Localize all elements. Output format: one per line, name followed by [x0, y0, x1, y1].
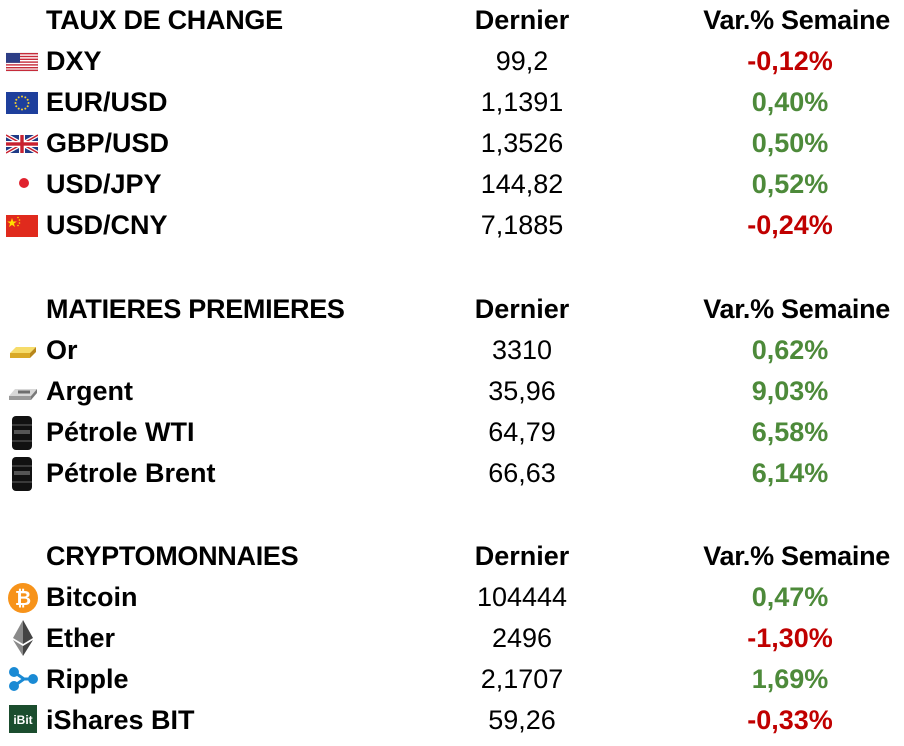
silver-bar-icon — [6, 378, 38, 406]
row-var: 0,47% — [751, 582, 829, 612]
row-last: 35,96 — [488, 376, 556, 406]
section-title: MATIERES PREMIERES — [46, 294, 345, 324]
row-name: Argent — [46, 376, 133, 406]
row-name: EUR/USD — [46, 87, 168, 117]
row-last: 7,1885 — [480, 210, 564, 240]
row-last: 99,2 — [495, 46, 549, 76]
table-row: Ripple 2,1707 1,69% — [0, 659, 904, 700]
oil-barrel-icon — [6, 414, 38, 452]
row-var: 6,58% — [751, 417, 829, 447]
row-name: Pétrole WTI — [46, 417, 195, 447]
oil-barrel-icon — [6, 455, 38, 493]
row-last: 3310 — [491, 335, 553, 365]
row-last: 1,1391 — [480, 87, 564, 117]
row-last: 1,3526 — [480, 128, 564, 158]
bitcoin-icon: ₿ — [6, 581, 38, 615]
table-row: ₿ Bitcoin 104444 0,47% — [0, 577, 904, 618]
column-header-last: Dernier — [474, 5, 570, 35]
table-row: GBP/USD 1,3526 0,50% — [0, 123, 904, 164]
header-row: MATIERES PREMIERES Dernier Var.% Semaine — [0, 289, 904, 330]
flag-jp-icon — [6, 171, 38, 199]
ripple-icon — [6, 662, 38, 696]
column-header-last: Dernier — [474, 541, 570, 571]
table-row: Ether 2496 -1,30% — [0, 618, 904, 659]
column-header-var: Var.% Semaine — [703, 541, 890, 571]
flag-eu-icon — [6, 89, 38, 117]
table-row: EUR/USD 1,1391 0,40% — [0, 82, 904, 123]
row-var: 0,50% — [751, 128, 829, 158]
table-row: Pétrole Brent 66,63 6,14% — [0, 453, 904, 494]
svg-text:₿: ₿ — [15, 586, 31, 610]
table-row: USD/CNY 7,1885 -0,24% — [0, 205, 904, 246]
row-name: Ether — [46, 623, 116, 653]
table-row: Argent 35,96 9,03% — [0, 371, 904, 412]
row-name: USD/JPY — [46, 169, 162, 199]
section-commodities: MATIERES PREMIERES Dernier Var.% Semaine… — [0, 289, 904, 494]
row-var: 0,40% — [751, 87, 829, 117]
table-row: DXY 99,2 -0,12% — [0, 41, 904, 82]
flag-uk-icon — [6, 130, 38, 158]
row-last: 144,82 — [480, 169, 564, 199]
row-var: 0,52% — [751, 169, 829, 199]
header-row: CRYPTOMONNAIES Dernier Var.% Semaine — [0, 536, 904, 577]
row-var: 1,69% — [751, 664, 829, 694]
section-fx: TAUX DE CHANGE Dernier Var.% Semaine DXY… — [0, 0, 904, 246]
section-crypto: CRYPTOMONNAIES Dernier Var.% Semaine ₿ B… — [0, 536, 904, 741]
row-var: 6,14% — [751, 458, 829, 488]
row-var: -0,24% — [747, 210, 833, 240]
row-last: 64,79 — [488, 417, 556, 447]
column-header-var: Var.% Semaine — [703, 5, 890, 35]
row-last: 2,1707 — [480, 664, 564, 694]
row-var: -1,30% — [747, 623, 833, 653]
header-row: TAUX DE CHANGE Dernier Var.% Semaine — [0, 0, 904, 41]
ishares-bit-icon: iBit — [6, 704, 38, 736]
row-var: -0,33% — [747, 705, 833, 735]
svg-text:iBit: iBit — [13, 713, 32, 727]
row-last: 59,26 — [488, 705, 556, 735]
row-name: Bitcoin — [46, 582, 138, 612]
row-var: -0,12% — [747, 46, 833, 76]
row-name: iShares BIT — [46, 705, 195, 735]
flag-us-icon — [6, 48, 38, 76]
table-row: iBit iShares BIT 59,26 -0,33% — [0, 700, 904, 741]
row-name: Or — [46, 335, 78, 365]
row-var: 0,62% — [751, 335, 829, 365]
table-row: Or 3310 0,62% — [0, 330, 904, 371]
row-name: Pétrole Brent — [46, 458, 216, 488]
gold-bar-icon — [6, 337, 38, 365]
section-title: CRYPTOMONNAIES — [46, 541, 299, 571]
column-header-var: Var.% Semaine — [703, 294, 890, 324]
row-last: 2496 — [491, 623, 553, 653]
row-last: 104444 — [476, 582, 568, 612]
row-name: USD/CNY — [46, 210, 168, 240]
flag-cn-icon — [6, 212, 38, 240]
row-name: DXY — [46, 46, 102, 76]
row-name: GBP/USD — [46, 128, 170, 158]
section-title: TAUX DE CHANGE — [46, 5, 283, 35]
table-row: Pétrole WTI 64,79 6,58% — [0, 412, 904, 453]
ethereum-icon — [6, 618, 38, 658]
row-var: 9,03% — [751, 376, 829, 406]
row-last: 66,63 — [488, 458, 556, 488]
column-header-last: Dernier — [474, 294, 570, 324]
row-name: Ripple — [46, 664, 129, 694]
table-row: USD/JPY 144,82 0,52% — [0, 164, 904, 205]
